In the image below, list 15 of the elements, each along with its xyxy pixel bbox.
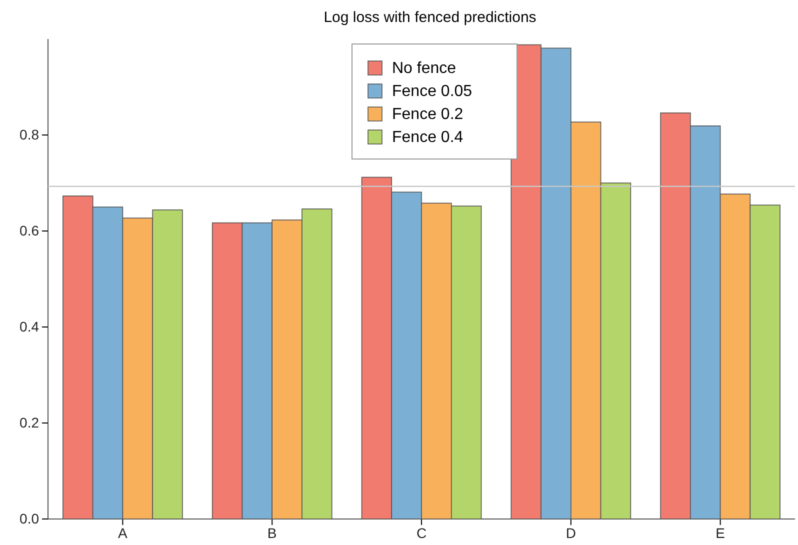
- chart-title: Log loss with fenced predictions: [324, 9, 536, 26]
- y-tick-label: 0.0: [20, 510, 40, 526]
- x-tick-label: A: [118, 524, 128, 541]
- y-tick-label: 0.4: [20, 318, 40, 334]
- y-tick-label: 0.8: [20, 126, 40, 142]
- y-tick-label: 0.6: [20, 222, 40, 238]
- x-tick-label: D: [566, 524, 576, 541]
- y-tick-label: 0.2: [20, 414, 40, 430]
- legend-label: Fence 0.4: [392, 129, 464, 146]
- legend-label: No fence: [392, 60, 456, 77]
- x-tick-label: E: [716, 524, 725, 541]
- x-tick-label: B: [267, 524, 277, 541]
- legend-label: Fence 0.2: [392, 106, 464, 123]
- x-tick-label: C: [416, 524, 427, 541]
- legend-label: Fence 0.05: [392, 83, 472, 100]
